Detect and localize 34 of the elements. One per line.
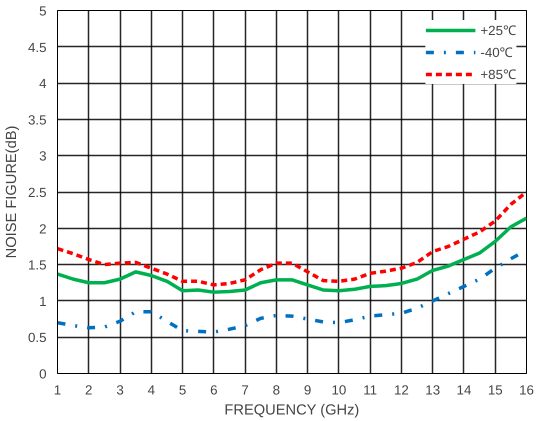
x-tick-label: 5 xyxy=(178,382,186,398)
legend-label: +85℃ xyxy=(480,66,516,83)
y-tick-label: 4 xyxy=(39,76,48,92)
x-tick-label: 16 xyxy=(519,382,534,398)
x-tick-label: 9 xyxy=(304,382,312,398)
x-tick-label: 15 xyxy=(488,382,503,398)
legend-label: +25℃ xyxy=(480,22,516,39)
x-tick-label: 12 xyxy=(394,382,409,398)
y-tick-label: 0 xyxy=(39,366,47,382)
y-tick-label: 3.5 xyxy=(28,112,47,128)
x-tick-label: 3 xyxy=(116,382,124,398)
y-tick-label: 0.5 xyxy=(28,330,47,346)
y-tick-label: 3 xyxy=(39,148,47,164)
y-tick-label: 2 xyxy=(39,221,47,236)
x-tick-label: 10 xyxy=(331,382,346,398)
x-tick-label: 14 xyxy=(456,382,472,398)
line-series xyxy=(58,190,526,287)
x-tick-label: 2 xyxy=(85,382,92,398)
y-tick-label: 1.5 xyxy=(28,258,47,273)
x-tick-label: 11 xyxy=(363,382,378,398)
y-tick-label: 1 xyxy=(39,294,47,309)
x-tick-label: 1 xyxy=(54,382,62,398)
y-tick-label: 5 xyxy=(39,4,47,18)
y-tick-label: 4.5 xyxy=(28,40,47,55)
x-tick-label: 13 xyxy=(425,382,440,398)
x-tick-label: 6 xyxy=(210,382,218,398)
x-tick-label: 7 xyxy=(241,382,249,398)
y-tick-label: 2.5 xyxy=(28,185,47,200)
line-series xyxy=(58,216,526,294)
legend-label: -40℃ xyxy=(480,44,513,61)
y-axis-title: NOISE FIGURE(dB) xyxy=(4,126,20,258)
x-tick-label: 4 xyxy=(148,382,156,398)
x-tick-label: 8 xyxy=(272,382,280,398)
x-axis-title: FREQUENCY (GHz) xyxy=(224,402,360,418)
